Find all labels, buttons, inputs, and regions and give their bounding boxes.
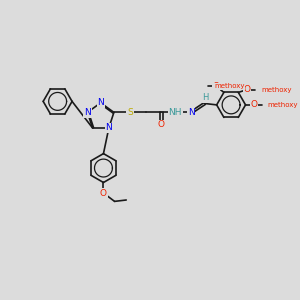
Text: O: O xyxy=(213,82,220,91)
Text: N: N xyxy=(188,108,195,117)
Text: N: N xyxy=(106,123,112,132)
Text: methoxy: methoxy xyxy=(268,102,298,108)
Text: H: H xyxy=(202,93,209,102)
Text: NH: NH xyxy=(169,108,182,117)
Text: O: O xyxy=(100,189,107,198)
Text: S: S xyxy=(127,108,133,117)
Text: methoxy: methoxy xyxy=(261,87,292,93)
Text: O: O xyxy=(158,120,165,129)
Text: O: O xyxy=(244,85,251,94)
Text: O: O xyxy=(250,100,257,109)
Text: methoxy: methoxy xyxy=(214,83,244,89)
Text: N: N xyxy=(84,108,91,117)
Text: N: N xyxy=(97,98,104,107)
